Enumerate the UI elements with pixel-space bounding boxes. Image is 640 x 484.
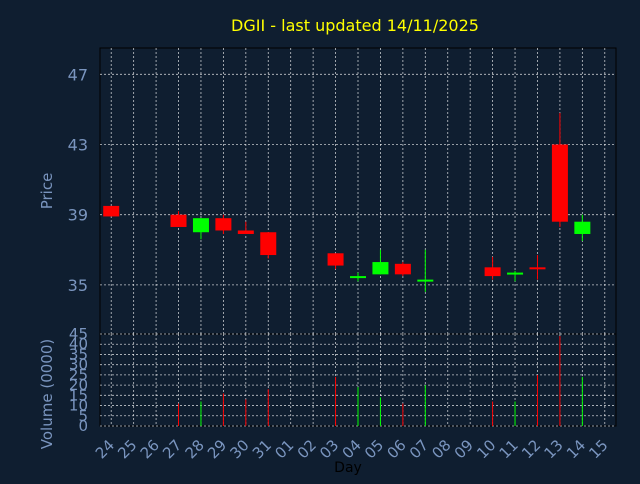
candle-12 — [529, 255, 546, 280]
candle-body — [484, 267, 501, 277]
candle-04 — [350, 272, 366, 282]
volume-tick-label: 30 — [69, 356, 88, 374]
candle-body — [103, 205, 120, 217]
candle-body — [215, 218, 232, 231]
chart-title: DGII - last updated 14/11/2025 — [231, 16, 479, 35]
candle-body — [192, 218, 209, 233]
candle-body — [507, 272, 524, 275]
volume-tick-label: 0 — [78, 417, 88, 435]
price-tick-label: 43 — [68, 136, 88, 155]
candle-body — [350, 276, 366, 279]
candle-27 — [170, 211, 187, 227]
x-axis-title: Day — [334, 460, 362, 476]
candle-body — [237, 230, 254, 234]
candle-14 — [574, 214, 591, 242]
candle-body — [170, 214, 187, 227]
price-tick-label: 35 — [68, 276, 88, 295]
candle-body — [551, 144, 568, 222]
candle-06 — [394, 262, 411, 277]
volume-tick-label: 40 — [69, 335, 88, 353]
volume-tick-label: 20 — [69, 376, 88, 394]
candle-body — [372, 262, 389, 275]
volume-axis-title: Volume (0000) — [38, 339, 56, 449]
price-tick-label: 47 — [68, 65, 88, 84]
candle-body — [327, 253, 344, 266]
candle-body — [394, 263, 411, 275]
volume-tick-label: 45 — [69, 325, 88, 343]
grid-lines — [100, 48, 616, 427]
price-axis-title: Price — [38, 173, 56, 210]
candle-10 — [484, 256, 501, 280]
volume-tick-label: 25 — [69, 366, 88, 384]
volume-tick-label: 10 — [69, 397, 88, 415]
candle-24 — [103, 205, 120, 217]
volume-bars — [178, 336, 583, 426]
candle-body — [574, 221, 591, 234]
candle-13 — [551, 112, 568, 227]
price-tick-label: 39 — [68, 206, 88, 225]
candle-30 — [237, 221, 254, 234]
candle-07 — [417, 249, 434, 292]
price-plot-frame — [99, 47, 617, 335]
candle-03 — [327, 253, 344, 270]
candle-body — [417, 279, 434, 282]
candle-11 — [507, 270, 524, 282]
candle-05 — [372, 249, 389, 275]
volume-tick-label: 5 — [78, 407, 88, 425]
candle-29 — [215, 214, 232, 234]
candle-28 — [192, 218, 209, 240]
price-candles — [103, 112, 591, 292]
candle-body — [260, 232, 277, 256]
volume-tick-label: 15 — [69, 386, 88, 404]
candle-31 — [260, 232, 277, 259]
x-tick-label: 15 — [585, 436, 611, 462]
candle-body — [529, 267, 546, 270]
volume-tick-label: 35 — [69, 345, 88, 363]
